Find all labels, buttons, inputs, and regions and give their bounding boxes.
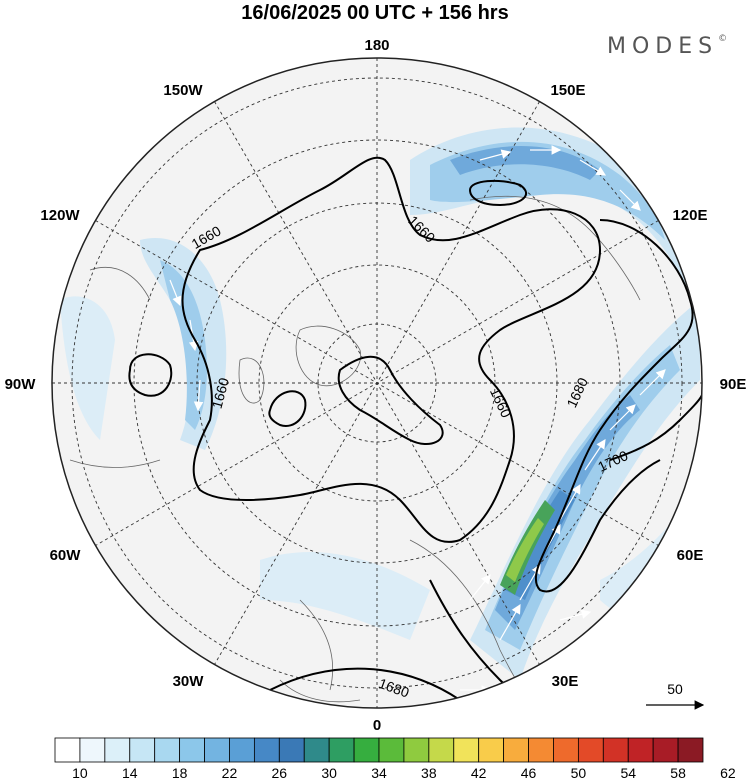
lon-label-150e: 150E (550, 82, 585, 99)
lon-label-120e: 120E (672, 207, 707, 224)
colorbar-tick-label: 18 (172, 765, 188, 781)
lon-label-90e: 90E (720, 376, 747, 393)
reference-vector-label: 50 (667, 681, 683, 697)
lon-label-60e: 60E (677, 547, 704, 564)
colorbar-tick-label: 62 (720, 765, 736, 781)
colorbar-swatch (453, 737, 480, 763)
colorbar-swatch (204, 737, 230, 763)
colorbar-tick-label: 50 (571, 765, 587, 781)
colorbar-tick-label: 26 (272, 765, 288, 781)
colorbar-swatch (602, 737, 629, 763)
colorbar-swatch (528, 737, 554, 763)
lon-label-0: 0 (373, 717, 381, 734)
lon-label-180: 180 (364, 37, 389, 54)
colorbar-swatch (278, 737, 305, 763)
colorbar-swatch (129, 737, 156, 763)
lon-label-60w: 60W (50, 547, 82, 564)
colorbar: 10141822263034384246505458626670 (54, 737, 736, 781)
lon-label-30e: 30E (552, 673, 579, 690)
colorbar-tick-label: 22 (222, 765, 238, 781)
geopotential-contours (128, 156, 702, 708)
colorbar-swatch (428, 737, 455, 763)
lon-label-150w: 150W (163, 82, 203, 99)
colorbar-swatch (677, 737, 704, 763)
colorbar-swatch (403, 737, 430, 763)
reference-vector: 50 (646, 681, 705, 710)
lon-label-30w: 30W (173, 673, 205, 690)
graticule (52, 58, 702, 708)
longitude-labels: 180 150E 120E 90E 60E 30E 0 30W 60W 90W … (5, 37, 747, 734)
colorbar-swatch (303, 737, 330, 763)
wind-speed-shading (60, 127, 700, 708)
colorbar-swatch (577, 737, 604, 763)
colorbar-tick-label: 34 (371, 765, 387, 781)
contour-label: 1660 (209, 376, 233, 410)
colorbar-swatch (54, 737, 81, 763)
colorbar-swatch (179, 737, 205, 763)
colorbar-swatch (104, 737, 131, 763)
colorbar-swatch (652, 737, 679, 763)
lon-label-90w: 90W (5, 376, 37, 393)
colorbar-tick-label: 38 (421, 765, 437, 781)
colorbar-tick-label: 58 (670, 765, 686, 781)
colorbar-tick-label: 30 (321, 765, 337, 781)
map-title: 16/06/2025 00 UTC + 156 hrs (241, 2, 509, 24)
colorbar-swatch (229, 737, 255, 763)
colorbar-tick-label: 14 (122, 765, 138, 781)
colorbar-tick-label: 42 (471, 765, 487, 781)
colorbar-swatch (79, 737, 106, 763)
colorbar-swatch (154, 737, 181, 763)
globe-border (51, 57, 703, 709)
colorbar-tick-label: 10 (72, 765, 88, 781)
colorbar-swatch (627, 737, 654, 763)
colorbar-swatch (478, 737, 505, 763)
colorbar-swatch (328, 737, 355, 763)
modes-logo: MODES© (607, 34, 728, 59)
colorbar-swatch (378, 737, 405, 763)
colorbar-tick-label: 46 (521, 765, 537, 781)
colorbar-swatch (503, 737, 529, 763)
colorbar-swatch (253, 737, 280, 763)
lon-label-120w: 120W (40, 207, 80, 224)
colorbar-tick-label: 54 (620, 765, 636, 781)
colorbar-swatch (353, 737, 380, 763)
colorbar-swatch (553, 737, 579, 763)
